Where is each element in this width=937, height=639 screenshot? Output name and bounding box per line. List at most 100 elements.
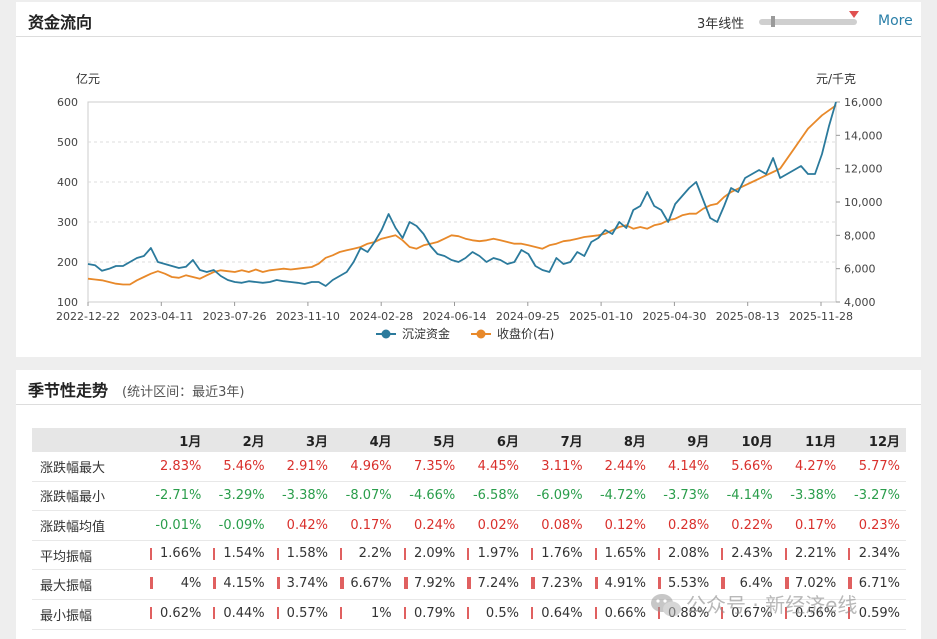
amplitude-bar [657, 547, 660, 560]
amplitude-value: 1.65% [604, 546, 646, 562]
amplitude-value: 2.09% [413, 546, 456, 562]
month-header: 12月 [842, 428, 906, 452]
row-label: 最大振幅 [32, 569, 144, 600]
table-cell: 4.15% [207, 569, 271, 600]
x-tick-label: 2025-11-28 [789, 310, 853, 323]
amplitude-cell: 6.71% [848, 576, 900, 591]
legend-marker [381, 329, 391, 339]
month-header-row: 1月 2月 3月 4月 5月 6月 7月 8月 9月 10月 11月 12月 [32, 428, 906, 452]
month-header: 11月 [778, 428, 843, 452]
x-tick-label: 2023-07-26 [203, 310, 267, 323]
table-cell: 7.92% [397, 569, 462, 600]
table-cell: 2.83% [144, 452, 208, 482]
table-cell: -3.38% [778, 481, 843, 512]
range-slider-handle[interactable] [771, 16, 775, 27]
watermark: 公众号 · 新经济e线 [651, 593, 857, 617]
amplitude-bar [213, 607, 216, 620]
table-cell: 1.66% [144, 540, 208, 571]
amplitude-bar [403, 577, 408, 590]
plot-frame [87, 101, 837, 303]
left-y-tick-label: 300 [57, 216, 78, 229]
table-cell: 0.22% [715, 510, 779, 541]
left-y-tick-label: 100 [57, 296, 78, 309]
range-label: 3年线性 [697, 17, 745, 32]
table-cell: 0.67% [715, 599, 779, 630]
table-cell: -3.29% [207, 481, 271, 512]
amplitude-value: 0.57% [286, 605, 328, 621]
amplitude-cell: 4.15% [213, 576, 265, 591]
table-cell: 3.11% [524, 452, 589, 482]
amplitude-bar [530, 577, 535, 590]
amplitude-value: 0.59% [858, 605, 900, 621]
table-cell: -2.71% [144, 481, 208, 512]
month-header: 10月 [715, 428, 779, 452]
table-cell: 0.17% [333, 510, 398, 541]
amplitude-value: 2.43% [731, 546, 773, 562]
table-cell: 5.46% [207, 452, 271, 482]
watermark-text: 公众号 · 新经济e线 [686, 593, 857, 617]
x-tick-label: 2025-01-10 [569, 310, 633, 323]
table-cell: 7.24% [461, 569, 525, 600]
seasonal-title-text: 季节性走势 [28, 381, 109, 400]
more-link[interactable]: More [878, 13, 913, 29]
amplitude-cell: 0.79% [403, 606, 455, 621]
legend-marker [476, 329, 486, 339]
table-row: 涨跌幅最小 -2.71% -3.29% -3.38% -8.07% -4.66% -6.58… [32, 481, 906, 512]
table-cell: -3.73% [651, 481, 716, 512]
wechat-icon [651, 594, 681, 617]
x-tick-label: 2023-04-11 [129, 310, 193, 323]
table-cell: -4.72% [588, 481, 652, 512]
amplitude-bar [467, 577, 472, 590]
row-label: 涨跌幅最小 [32, 481, 144, 512]
amplitude-bar [467, 607, 470, 620]
amplitude-bar [403, 607, 406, 620]
x-tick-label: 2024-09-25 [496, 310, 560, 323]
amplitude-bar [530, 607, 533, 620]
amplitude-bar [594, 577, 598, 590]
range-flag-icon [849, 11, 859, 18]
amplitude-value: 1.54% [223, 546, 265, 562]
amplitude-bar [276, 547, 279, 560]
table-cell: 1.76% [524, 540, 589, 571]
amplitude-bar [721, 547, 724, 560]
table-cell: 0.56% [778, 599, 843, 630]
table-cell: 1.54% [207, 540, 271, 571]
table-cell: 1% [333, 599, 398, 630]
amplitude-value: 7.02% [794, 575, 837, 591]
table-cell: 0.79% [397, 599, 462, 630]
grid-lines [87, 101, 840, 306]
x-tick-label: 2024-02-28 [349, 310, 413, 323]
amplitude-bar [784, 577, 789, 590]
table-cell: 0.17% [778, 510, 843, 541]
table-cell: -8.07% [333, 481, 398, 512]
amplitude-cell: 0.67% [721, 605, 773, 621]
month-header: 4月 [333, 428, 398, 452]
amplitude-value: 7.92% [413, 575, 456, 591]
amplitude-value: 0.67% [731, 605, 773, 621]
table-row: 最大振幅 4% 4.15% 3.74% 6.67% 7.92% 7.24% 7.23% 4.91… [32, 569, 906, 600]
table-cell: 4.14% [651, 452, 716, 482]
amplitude-value: 2.08% [667, 546, 710, 562]
amplitude-cell: 4.91% [594, 576, 646, 591]
legend-label: 沉淀资金 [402, 326, 450, 341]
amplitude-value: 6.71% [858, 575, 900, 591]
amplitude-value: 2.2% [358, 546, 392, 562]
range-slider[interactable] [759, 11, 859, 27]
amplitude-bar [784, 607, 787, 620]
amplitude-cell: 0.44% [213, 606, 265, 621]
amplitude-cell: 0.57% [276, 605, 328, 621]
month-header: 8月 [588, 428, 652, 452]
x-tick-label: 2024-06-14 [423, 310, 487, 323]
table-cell: 0.23% [842, 510, 906, 541]
amplitude-bar [848, 607, 851, 620]
amplitude-bar [276, 577, 280, 590]
amplitude-cell: 2.43% [721, 546, 773, 562]
amplitude-cell: 7.92% [403, 575, 456, 591]
table-cell: 0.64% [524, 599, 589, 630]
amplitude-cell: 0.62% [150, 606, 201, 621]
fund-flow-panel: 资金流向 3年线性 More 亿元 元/千克 600 500 400 300 200 10… [16, 2, 921, 357]
amplitude-bar [467, 547, 470, 560]
table-cell: 3.74% [270, 569, 334, 600]
left-y-tick-label: 500 [57, 136, 78, 149]
x-tick-label: 2022-12-22 [56, 310, 120, 323]
